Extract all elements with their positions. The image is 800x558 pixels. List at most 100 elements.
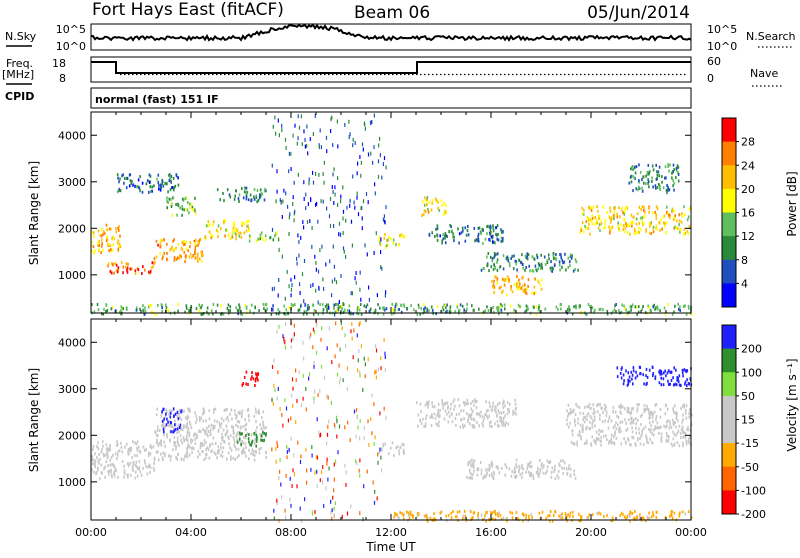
power-cell: [169, 188, 172, 192]
vel-cell: [447, 405, 449, 409]
power-noise-cell: [342, 209, 345, 214]
power-cell: [508, 264, 511, 268]
vel-cell: [513, 468, 516, 472]
vel-cell: [438, 415, 440, 419]
power-cell: [649, 169, 651, 173]
vel-cell: [232, 456, 235, 460]
vel-cell: [95, 472, 97, 476]
power-cell: [260, 231, 263, 235]
freq-tick-top: 18: [52, 57, 66, 70]
power-cell: [179, 253, 181, 257]
power-noise-cell: [353, 200, 355, 205]
power-cell: [188, 255, 191, 259]
power-cell: [478, 226, 481, 230]
vel-noise-cell: [285, 473, 287, 478]
power-cell: [621, 206, 623, 210]
vel-cell: [491, 405, 494, 409]
vel-cell: [196, 433, 198, 437]
vel-cell: [248, 418, 250, 422]
vel-cell: [250, 443, 253, 447]
power-cell: [209, 233, 212, 237]
power-noise-cell: [379, 136, 381, 141]
power-band: [91, 223, 122, 255]
power-cell: [516, 282, 518, 286]
power-cell: [653, 303, 655, 307]
power-cell: [98, 244, 100, 247]
vel-cell: [566, 472, 568, 476]
power-cell: [427, 207, 429, 211]
power-cell: [241, 312, 243, 316]
vel-cell: [666, 407, 669, 411]
sky-panel: N.Sky 10^5 10^0 10^5 10^0 N.Search: [5, 23, 796, 53]
time-tick-label: 20:00: [575, 526, 607, 539]
power-cell: [369, 307, 372, 311]
power-cell: [493, 252, 496, 255]
power-cell: [535, 312, 538, 316]
power-cell: [117, 176, 119, 180]
vel-cell: [139, 470, 142, 474]
power-cell: [496, 268, 499, 272]
nave-tick-top: 60: [707, 55, 721, 68]
vel-cell: [247, 408, 249, 412]
vel-cell: [249, 443, 251, 447]
power-cell: [491, 259, 494, 263]
power-noise-cell: [274, 115, 276, 120]
power-cell: [122, 265, 125, 269]
vel-cell: [173, 428, 176, 432]
power-cell: [198, 309, 201, 313]
vel-cell: [401, 511, 403, 515]
power-cell: [211, 234, 214, 238]
vel-cell: [253, 441, 256, 445]
power-cell: [656, 177, 658, 180]
vel-cell: [670, 442, 673, 446]
vel-noise-cell: [344, 425, 346, 430]
power-cell: [555, 258, 558, 262]
power-band: [421, 196, 448, 217]
vel-cell: [664, 369, 666, 373]
vel-cell: [612, 405, 615, 409]
vel-noise-cell: [359, 473, 361, 478]
vel-cell: [92, 462, 94, 466]
vel-cell: [471, 410, 474, 414]
vel-cell: [110, 455, 113, 459]
vel-cell: [463, 516, 465, 520]
power-noise-cell: [326, 206, 328, 211]
power-cell: [628, 224, 631, 228]
vel-cell: [577, 433, 580, 437]
vel-cell: [684, 369, 687, 373]
power-cell: [278, 310, 281, 314]
vel-cell: [630, 420, 633, 424]
power-cell: [185, 304, 188, 308]
power-cell: [639, 170, 642, 174]
power-cell: [240, 236, 243, 239]
vel-cell: [262, 410, 265, 414]
power-cell: [486, 225, 488, 229]
vel-cell: [681, 420, 684, 424]
vel-cell: [92, 444, 95, 448]
vel-cell: [213, 419, 216, 423]
vel-noise-cell: [289, 497, 291, 502]
power-cell: [177, 202, 179, 206]
vel-noise-cell: [278, 518, 280, 523]
power-cell: [183, 240, 185, 243]
vel-cell: [265, 432, 267, 436]
vel-cell: [530, 474, 532, 478]
power-cell: [226, 307, 229, 310]
vel-cell: [245, 382, 247, 386]
vel-cell: [503, 422, 505, 426]
power-cell: [129, 179, 132, 183]
vel-cell: [261, 439, 264, 442]
vel-cell: [398, 516, 400, 520]
power-cell: [666, 191, 668, 195]
power-cell: [319, 303, 321, 307]
power-cell: [239, 309, 242, 313]
power-cell: [559, 303, 562, 307]
vel-cell: [157, 425, 159, 429]
power-cell: [298, 308, 301, 312]
power-noise-cell: [311, 244, 313, 249]
power-cell: [444, 234, 446, 238]
vel-cell: [684, 432, 687, 436]
power-cell: [445, 306, 447, 309]
power-cell: [524, 310, 526, 314]
vel-cell: [175, 447, 177, 451]
